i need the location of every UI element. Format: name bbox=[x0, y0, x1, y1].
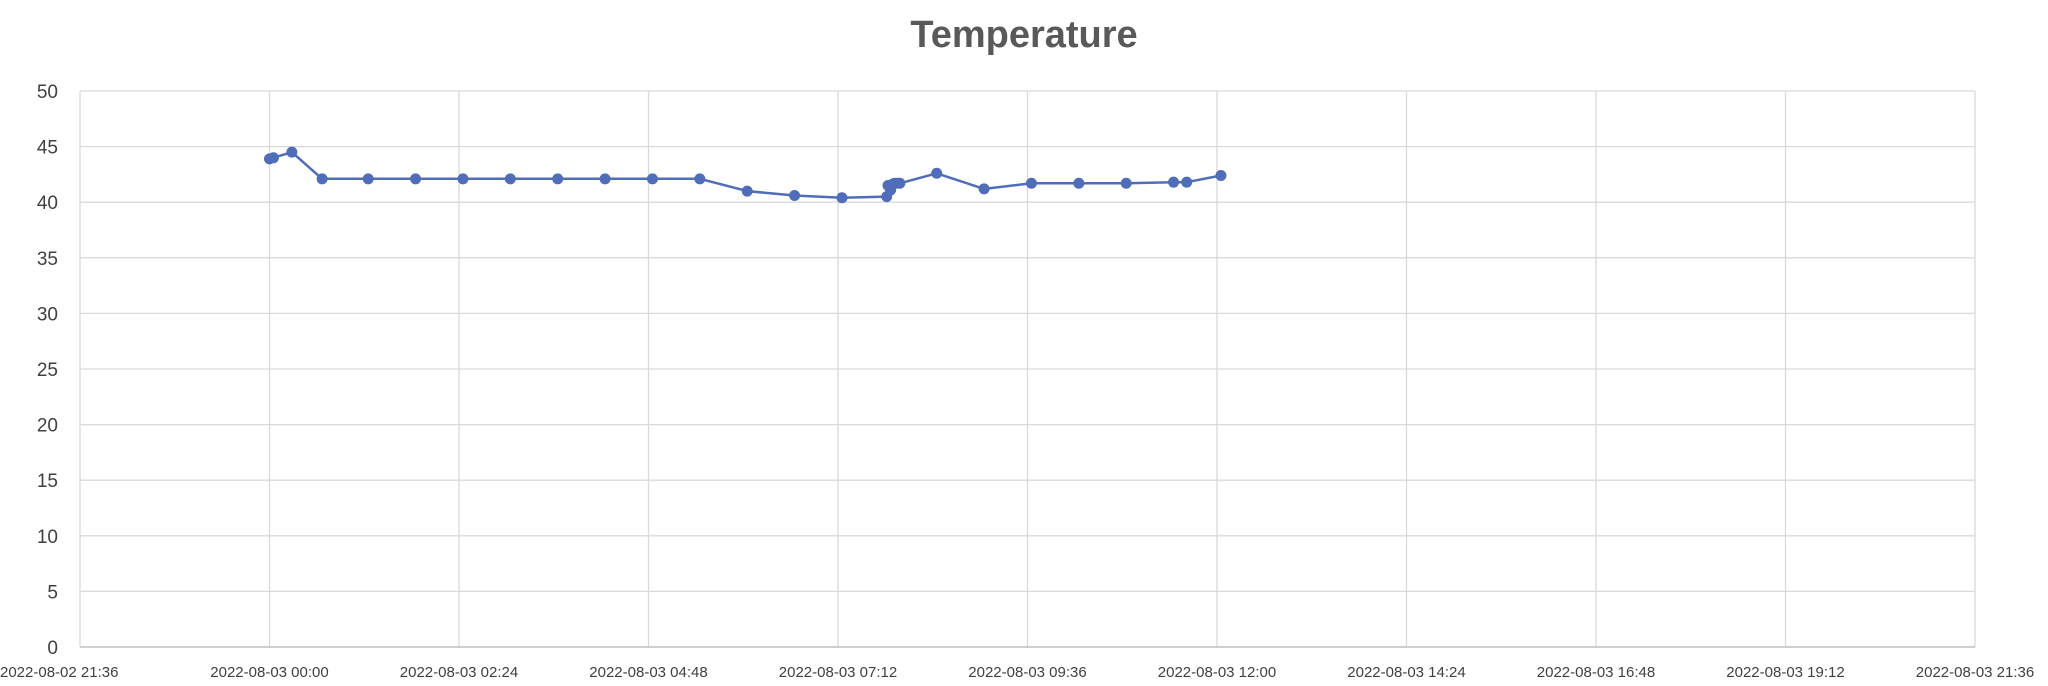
series-line bbox=[264, 146, 1227, 204]
x-tick-label: 2022-08-03 07:12 bbox=[779, 664, 897, 681]
tick-labels: 0 5 10 15 20 25 30 35 40 45 50 2022-08-02 21:36 2022… bbox=[0, 82, 2034, 681]
gridlines bbox=[79, 90, 1976, 647]
x-tick-label: 2022-08-03 16:48 bbox=[1537, 664, 1655, 681]
y-tick-label: 40 bbox=[37, 193, 58, 214]
data-point bbox=[410, 173, 422, 185]
data-point bbox=[286, 146, 298, 158]
y-tick-label: 45 bbox=[37, 138, 58, 159]
data-point bbox=[789, 190, 801, 202]
data-point bbox=[894, 177, 906, 189]
y-tick-label: 0 bbox=[47, 638, 58, 659]
data-point bbox=[1168, 176, 1180, 188]
x-tick-label: 2022-08-03 00:00 bbox=[210, 664, 328, 681]
chart-title: Temperature bbox=[910, 14, 1138, 56]
data-point bbox=[931, 167, 943, 179]
data-point bbox=[504, 173, 516, 185]
y-tick-label: 10 bbox=[37, 527, 58, 548]
data-point bbox=[836, 192, 848, 204]
data-point bbox=[978, 183, 990, 195]
data-point bbox=[552, 173, 564, 185]
data-point bbox=[1025, 177, 1037, 189]
y-tick-label: 20 bbox=[37, 416, 58, 437]
data-point bbox=[599, 173, 611, 185]
x-tick-label: 2022-08-03 02:24 bbox=[400, 664, 518, 681]
data-point bbox=[316, 173, 328, 185]
y-tick-label: 15 bbox=[37, 471, 58, 492]
y-tick-label: 5 bbox=[47, 582, 58, 603]
data-point bbox=[1181, 176, 1193, 188]
x-tick-label: 2022-08-03 04:48 bbox=[589, 664, 707, 681]
x-tick-label: 2022-08-03 09:36 bbox=[968, 664, 1086, 681]
data-point bbox=[267, 152, 279, 164]
y-tick-label: 35 bbox=[37, 249, 58, 270]
data-point bbox=[1073, 177, 1085, 189]
y-tick-label: 30 bbox=[37, 304, 58, 325]
x-tick-label: 2022-08-03 21:36 bbox=[1916, 664, 2034, 681]
data-point bbox=[741, 185, 753, 197]
series-path bbox=[269, 150, 1222, 200]
y-tick-label: 25 bbox=[37, 360, 58, 381]
x-tick-label: 2022-08-02 21:36 bbox=[0, 664, 118, 681]
data-point bbox=[362, 173, 374, 185]
data-point bbox=[457, 173, 469, 185]
data-point bbox=[694, 173, 706, 185]
x-tick-label: 2022-08-03 19:12 bbox=[1726, 664, 1844, 681]
data-point bbox=[1120, 177, 1132, 189]
data-point bbox=[1215, 170, 1227, 182]
x-tick-label: 2022-08-03 12:00 bbox=[1158, 664, 1276, 681]
x-tick-label: 2022-08-03 14:24 bbox=[1347, 664, 1465, 681]
y-tick-label: 50 bbox=[37, 82, 58, 103]
data-point bbox=[646, 173, 658, 185]
